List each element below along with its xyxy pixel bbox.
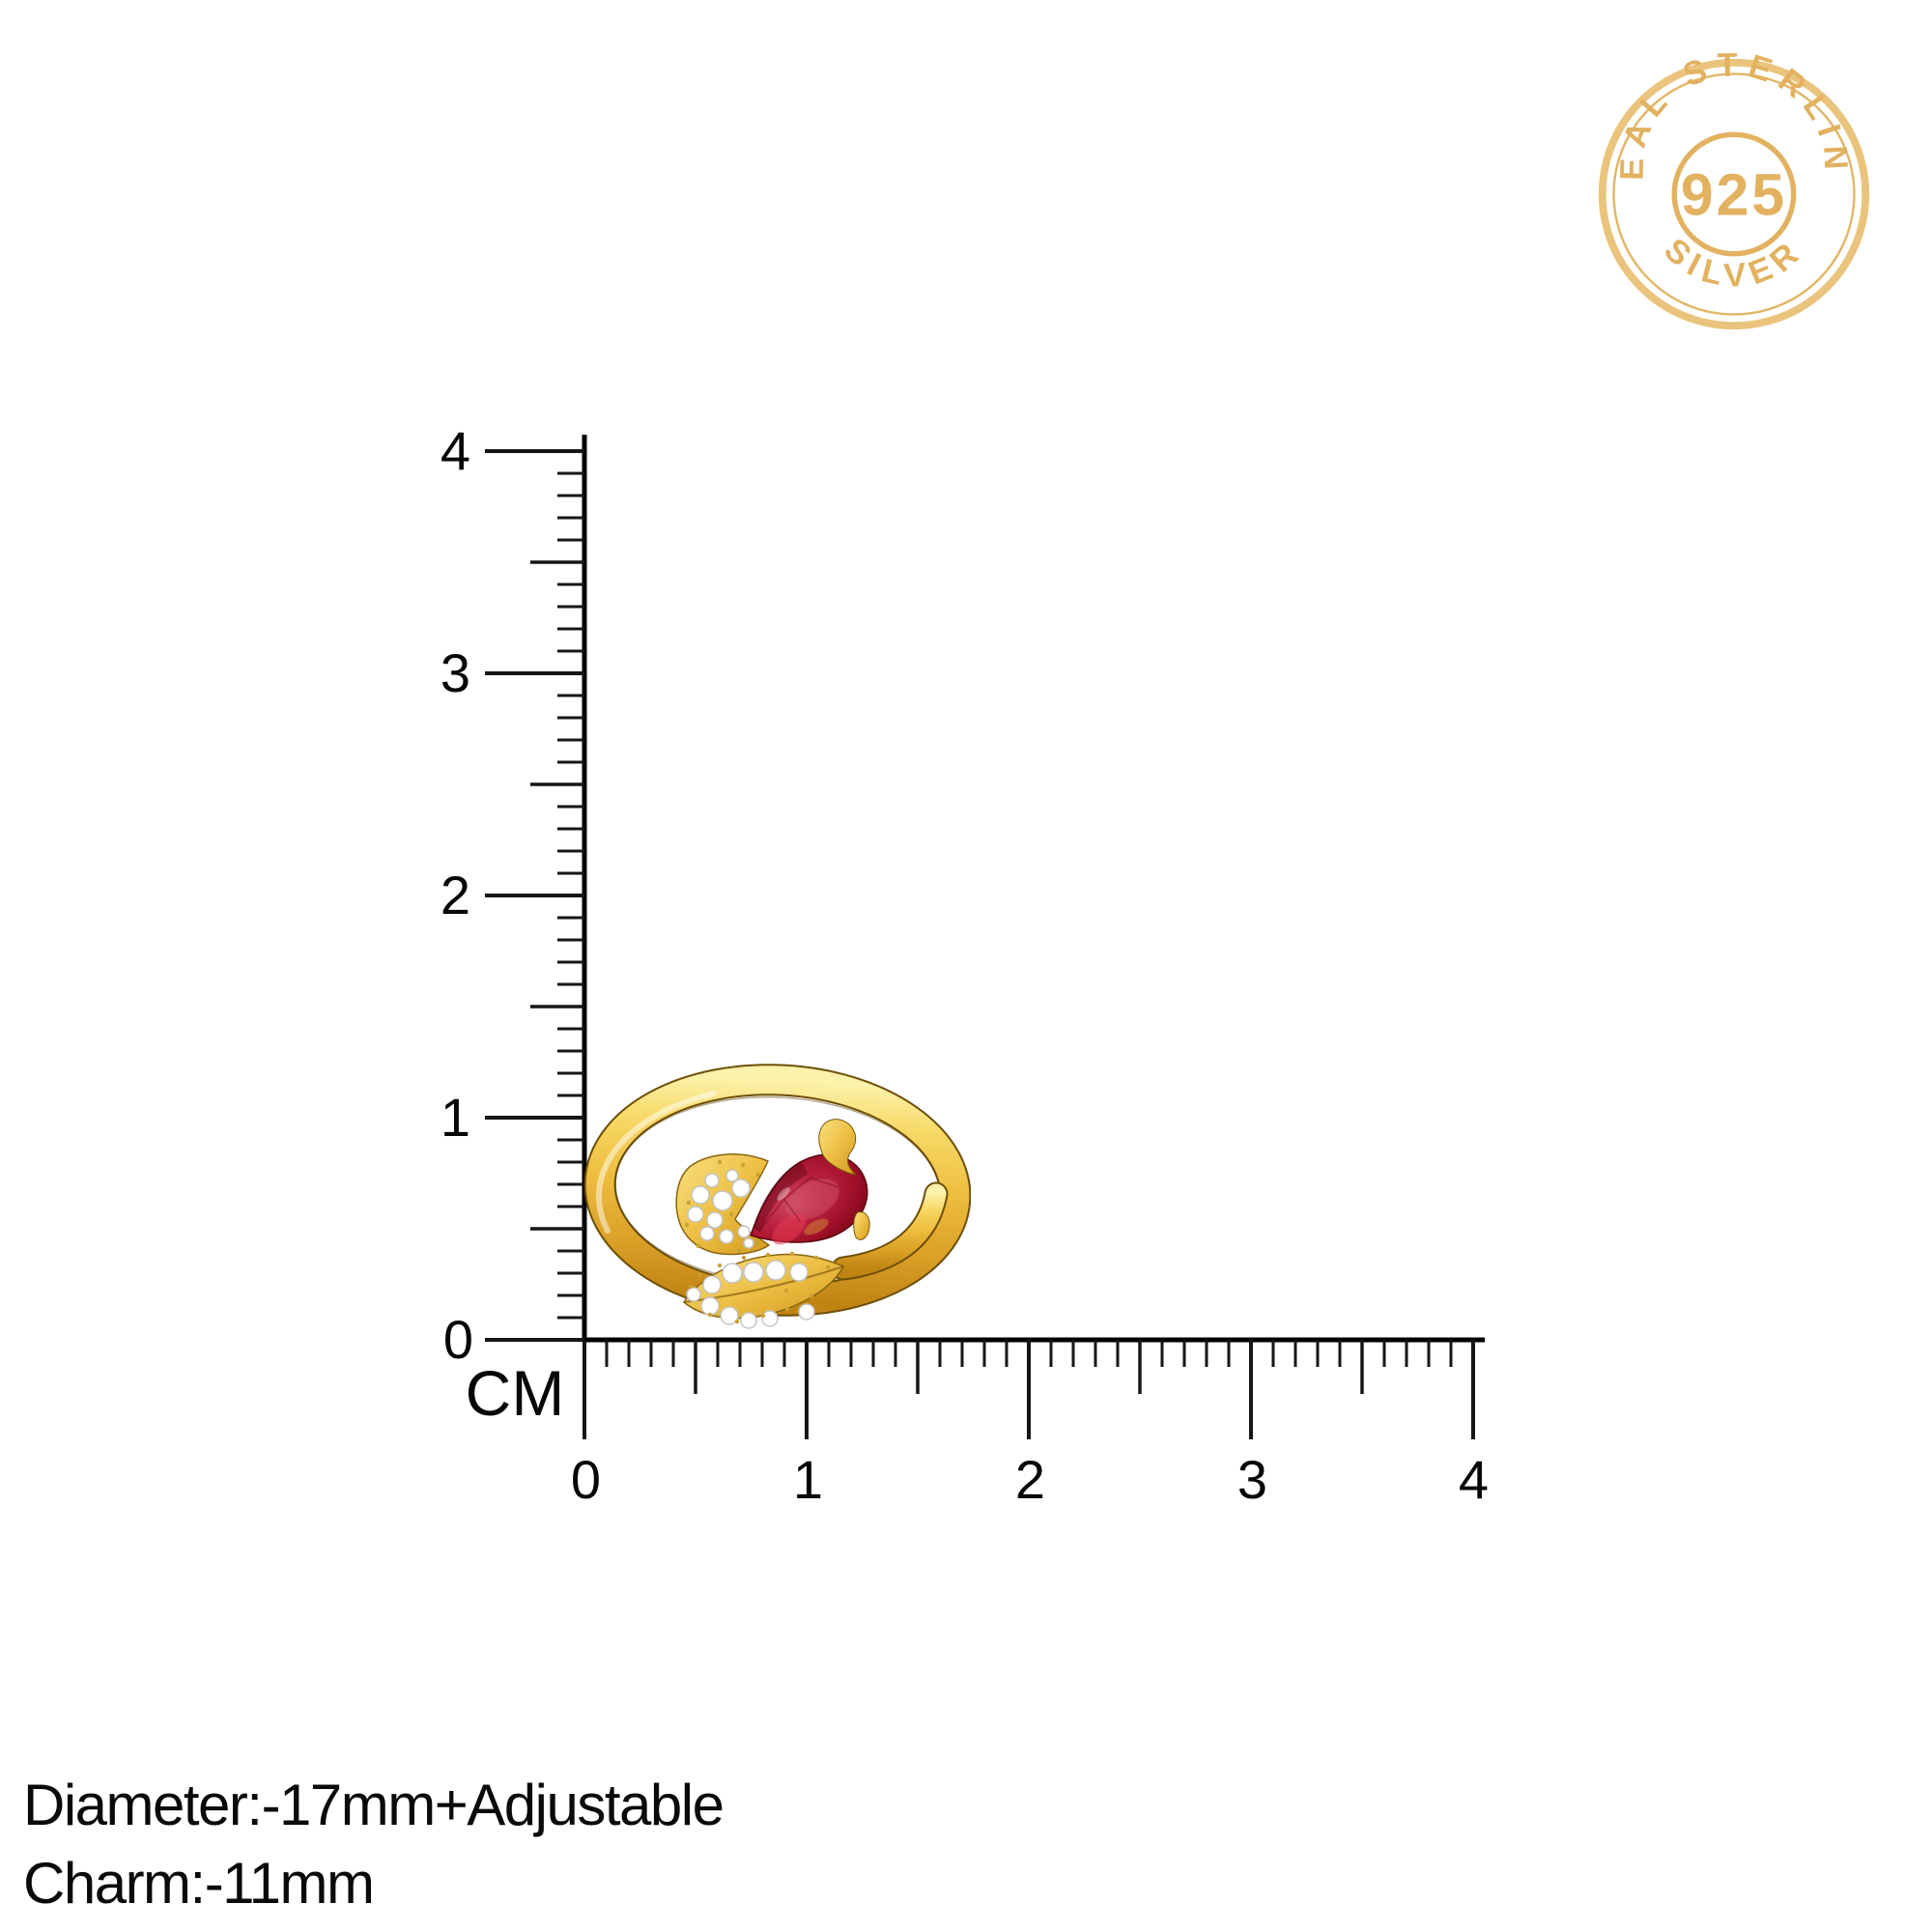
spec-diameter: Diameter:-17mm+Adjustable	[23, 1773, 724, 1837]
h-ruler-label-4: 4	[1458, 1449, 1489, 1510]
gold-beads-bud-leaf	[684, 1159, 761, 1254]
h-ruler-label-3: 3	[1236, 1449, 1267, 1510]
v-ruler-label-4: 4	[440, 420, 470, 481]
v-ruler-label-1: 1	[440, 1087, 470, 1148]
gem-orange-reflection	[804, 1218, 829, 1236]
prong-bottom-right	[853, 1211, 870, 1240]
sterling-silver-badge: REAL STERLING SILVER 925	[1592, 52, 1870, 330]
gold-beads-lower-leaf	[688, 1251, 831, 1324]
spec-charm: Charm:-11mm	[23, 1851, 375, 1916]
h-ruler-label-2: 2	[1014, 1449, 1045, 1510]
v-ruler-label-0: 0	[442, 1309, 473, 1370]
gem-bright-facet	[772, 1213, 807, 1245]
ruler-unit-label: CM	[465, 1357, 565, 1429]
gem-facet-lines	[759, 1176, 839, 1230]
ruby-gem	[750, 1153, 868, 1245]
v-ruler-label-2: 2	[440, 865, 470, 925]
band-highlight	[595, 1091, 717, 1234]
product-specs: Diameter:-17mm+Adjustable Charm:-11mm	[23, 1766, 724, 1922]
badge-inner-thin-ring	[1612, 72, 1856, 316]
badge-center-ring	[1671, 131, 1797, 257]
pave-bud-leaf	[675, 1153, 771, 1256]
badge-arc-bottom-text: SILVER	[1657, 231, 1810, 295]
prong-top	[818, 1119, 858, 1176]
leaf-vein	[683, 1265, 844, 1303]
h-ruler-label-1: 1	[792, 1449, 823, 1510]
v-ruler-label-3: 3	[440, 642, 470, 703]
gem-table-facet	[785, 1179, 839, 1220]
product-photo-ring	[584, 1064, 971, 1329]
h-ruler-label-0: 0	[570, 1449, 601, 1510]
cz-stones-bud-leaf	[687, 1169, 754, 1249]
ring-shank-arm	[831, 1181, 949, 1281]
cz-stones-lower-leaf	[686, 1260, 815, 1329]
gem-dark-rim	[753, 1161, 809, 1233]
pave-leaf-lower	[683, 1251, 845, 1329]
gem-glint	[777, 1187, 790, 1201]
badge-925-text: 925	[1681, 162, 1787, 228]
badge-outer-ring	[1598, 58, 1870, 330]
